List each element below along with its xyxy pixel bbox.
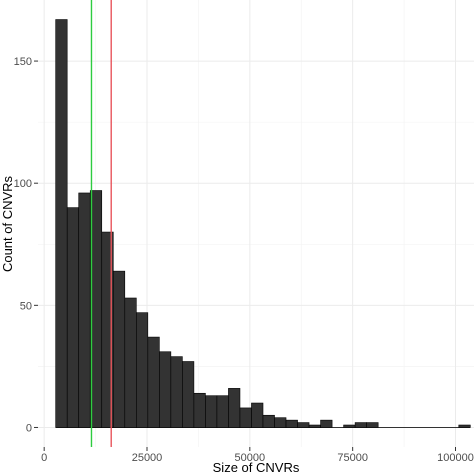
- histogram-bar: [228, 388, 241, 428]
- histogram-bars: [55, 19, 471, 428]
- histogram-bar: [124, 297, 137, 428]
- histogram-bar: [193, 392, 206, 428]
- x-tick-label: 0: [41, 452, 47, 464]
- histogram-bar: [112, 270, 126, 428]
- histogram-bar: [343, 424, 356, 428]
- histogram-bar: [354, 422, 367, 428]
- y-tick-label: 50: [20, 300, 32, 312]
- histogram-bar: [297, 422, 310, 428]
- histogram-bar: [55, 19, 68, 428]
- histogram-bar: [170, 356, 183, 428]
- histogram-bar: [136, 312, 149, 428]
- histogram-bar: [66, 207, 80, 428]
- histogram-bar: [251, 402, 264, 428]
- histogram-bar: [147, 336, 160, 428]
- histogram-bar: [182, 361, 195, 428]
- y-tick-label: 100: [14, 178, 32, 190]
- y-axis-title: Count of CNVRs: [0, 175, 15, 272]
- y-tick-label: 150: [14, 56, 32, 68]
- x-axis-ticks: 0 25000 50000 75000 100000: [41, 447, 474, 464]
- histogram-bar: [366, 422, 379, 428]
- histogram-bar: [159, 351, 172, 428]
- histogram-bar: [78, 192, 91, 428]
- histogram-bar: [285, 419, 298, 428]
- x-axis-title: Size of CNVRs: [213, 460, 300, 475]
- y-axis-ticks: 0 50 100 150: [14, 56, 38, 434]
- x-tick-label: 50000: [235, 452, 266, 464]
- histogram-bar: [274, 417, 287, 428]
- x-tick-label: 25000: [132, 452, 163, 464]
- histogram-bar: [308, 424, 321, 428]
- histogram-bar: [216, 395, 229, 428]
- x-tick-label: 100000: [437, 452, 474, 464]
- reference-lines: [90, 0, 112, 447]
- histogram-bar: [239, 407, 252, 428]
- histogram-bar: [458, 424, 471, 428]
- y-tick-label: 0: [26, 422, 32, 434]
- x-tick-label: 75000: [337, 452, 368, 464]
- histogram-bar: [262, 414, 275, 428]
- histogram-bar: [205, 395, 218, 428]
- grid-lines: [38, 0, 474, 447]
- histogram-bar: [320, 419, 333, 428]
